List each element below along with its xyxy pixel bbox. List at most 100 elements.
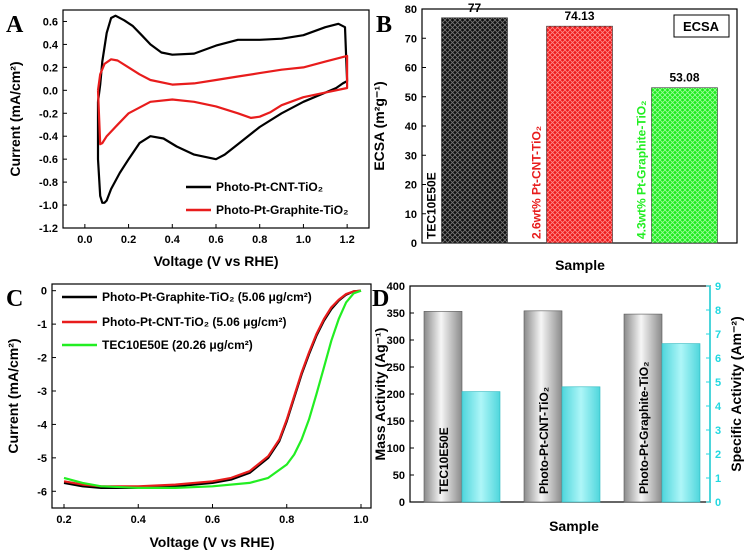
bar-category-label: Photo-Pt-Graphite-TiO₂ — [637, 362, 651, 494]
y-tick-label: -2 — [37, 353, 47, 365]
mass-activity-bar — [423, 311, 463, 503]
x-axis-label: Sample — [549, 518, 599, 534]
panel-b-ecsa-chart: B 0 10 20 30 40 50 60 70 80 77 TEC10E50E 74.13 2.6w… — [371, 1, 738, 273]
panel-letter-c: C — [6, 286, 23, 312]
x-tick-label: 0.8 — [252, 234, 267, 246]
legend-label: Photo-Pt-Graphite-TiO₂ — [216, 203, 348, 217]
x-tick-label: 0.0 — [77, 234, 92, 246]
y-tick-label: -5 — [37, 453, 47, 465]
panel-letter-d: D — [372, 286, 389, 312]
y-tick-label: 0.2 — [43, 62, 58, 74]
y-tick-label: -1.0 — [39, 200, 58, 212]
bar-category-label: 4.3wt% Pt-Graphite-TiO₂ — [635, 101, 649, 239]
right-tick-label: 5 — [715, 377, 721, 389]
x-tick-label: 0.2 — [56, 514, 71, 526]
y-tick-label: -0.8 — [39, 177, 58, 189]
panel-a-cv-chart: A -1.2 -1.0 -0.8 -0.6 -0.4 -0.2 0.0 0.2 0.4 0.6 0… — [6, 9, 370, 269]
x-tick-label: 1.0 — [296, 234, 311, 246]
mass-activity-bar — [523, 310, 563, 503]
y-tick-label: -6 — [37, 486, 47, 498]
bar-category-label: 2.6wt% Pt-CNT-TiO₂ — [530, 126, 544, 239]
x-tick-label: 0.4 — [131, 514, 147, 526]
right-tick-label: 6 — [715, 353, 721, 365]
panel-d-activity-chart: D 0 50 100 150 200 250 300 350 400 0 1 2 3 4 5 6 7 8 9 TE… — [372, 281, 744, 534]
left-tick-label: 300 — [387, 335, 405, 347]
right-tick-label: 4 — [715, 401, 722, 413]
y-tick-label: 30 — [405, 150, 417, 162]
y-tick-label: 20 — [405, 180, 417, 192]
mass-activity-bar — [623, 313, 663, 503]
y-tick-label: 0.4 — [43, 39, 59, 51]
series-line — [63, 289, 362, 488]
panel-letter-b: B — [376, 12, 392, 38]
legend-label: Photo-Pt-CNT-TiO₂ (5.06 μg/cm²) — [102, 315, 286, 329]
y-axis-label: Current (mA/cm²) — [7, 61, 23, 176]
y-tick-label: -0.6 — [39, 154, 58, 166]
x-tick-label: 1.2 — [339, 234, 354, 246]
right-tick-label: 7 — [715, 329, 721, 341]
left-tick-label: 50 — [393, 470, 405, 482]
y-tick-label: -3 — [37, 386, 47, 398]
y-tick-label: -1 — [37, 319, 47, 331]
y-tick-label: 50 — [405, 92, 417, 104]
right-tick-label: 2 — [715, 449, 721, 461]
x-tick-label: 0.8 — [279, 514, 294, 526]
x-tick-label: 1.0 — [353, 514, 368, 526]
y-tick-label: -0.4 — [39, 131, 59, 143]
y-tick-label: 10 — [405, 209, 417, 221]
legend: Photo-Pt-Graphite-TiO₂ (5.06 μg/cm²) Pho… — [62, 290, 312, 352]
series-line — [96, 14, 349, 204]
bar-category-label: TEC10E50E — [437, 427, 451, 494]
y-tick-label: -0.2 — [39, 108, 58, 120]
left-tick-label: 100 — [387, 443, 405, 455]
y-tick-label: 60 — [405, 63, 417, 75]
legend: Photo-Pt-CNT-TiO₂ Photo-Pt-Graphite-TiO₂ — [186, 180, 348, 217]
y-tick-label: 0.0 — [43, 85, 58, 97]
y-tick-label: 80 — [405, 4, 417, 16]
left-tick-label: 400 — [387, 281, 405, 293]
plot-frame — [51, 283, 372, 509]
annotation-box — [673, 14, 730, 38]
y-tick-label: 70 — [405, 33, 417, 45]
panel-c-lsv-chart: C -6 -5 -4 -3 -2 -1 0 0.2 0.4 0.6 0.8 1.0 Photo-Pt… — [5, 283, 372, 550]
y-tick-label: 0 — [41, 286, 47, 298]
right-tick-label: 3 — [715, 425, 721, 437]
left-tick-label: 0 — [399, 497, 405, 509]
left-tick-label: 200 — [387, 389, 405, 401]
bar — [546, 25, 613, 244]
right-tick-label: 8 — [715, 305, 721, 317]
legend-label: Photo-Pt-Graphite-TiO₂ (5.06 μg/cm²) — [102, 290, 312, 304]
left-tick-label: 350 — [387, 308, 405, 320]
x-axis-label: Voltage (V vs RHE) — [154, 253, 279, 269]
y-axis-label: ECSA (m²g⁻¹) — [371, 81, 387, 170]
bar-value-label: 53.08 — [669, 71, 699, 85]
ecsa-annotation: ECSA — [683, 19, 720, 34]
specific-activity-bar — [561, 386, 601, 503]
legend-label: Photo-Pt-CNT-TiO₂ — [216, 180, 323, 194]
y-tick-label: -4 — [37, 419, 48, 431]
x-axis-label: Sample — [555, 257, 605, 273]
bar-category-label: Photo-Pt-CNT-TiO₂ — [537, 387, 551, 494]
x-axis-label: Voltage (V vs RHE) — [150, 534, 275, 550]
bar — [441, 17, 508, 244]
y-tick-label: 40 — [405, 121, 417, 133]
y-tick-label: 0.6 — [43, 16, 58, 28]
bar — [651, 87, 718, 244]
right-axis-label: Specific Activity (Am⁻²) — [728, 316, 744, 471]
x-tick-label: 0.6 — [205, 514, 220, 526]
left-axis-label: Mass Activity (Ag⁻¹) — [372, 328, 388, 461]
x-tick-label: 0.4 — [165, 234, 181, 246]
right-tick-label: 9 — [715, 281, 721, 293]
bar-value-label: 77 — [468, 1, 482, 15]
left-tick-label: 250 — [387, 362, 405, 374]
bar-value-label: 74.13 — [564, 9, 594, 23]
legend-label: TEC10E50E (20.26 μg/cm²) — [102, 338, 253, 352]
specific-activity-bar — [661, 343, 701, 503]
y-tick-label: 0 — [411, 238, 417, 250]
right-tick-label: 0 — [715, 497, 721, 509]
x-tick-label: 0.6 — [208, 234, 223, 246]
y-axis-label: Current (mA/cm²) — [5, 338, 21, 453]
specific-activity-bar — [461, 391, 501, 503]
right-tick-label: 1 — [715, 473, 721, 485]
